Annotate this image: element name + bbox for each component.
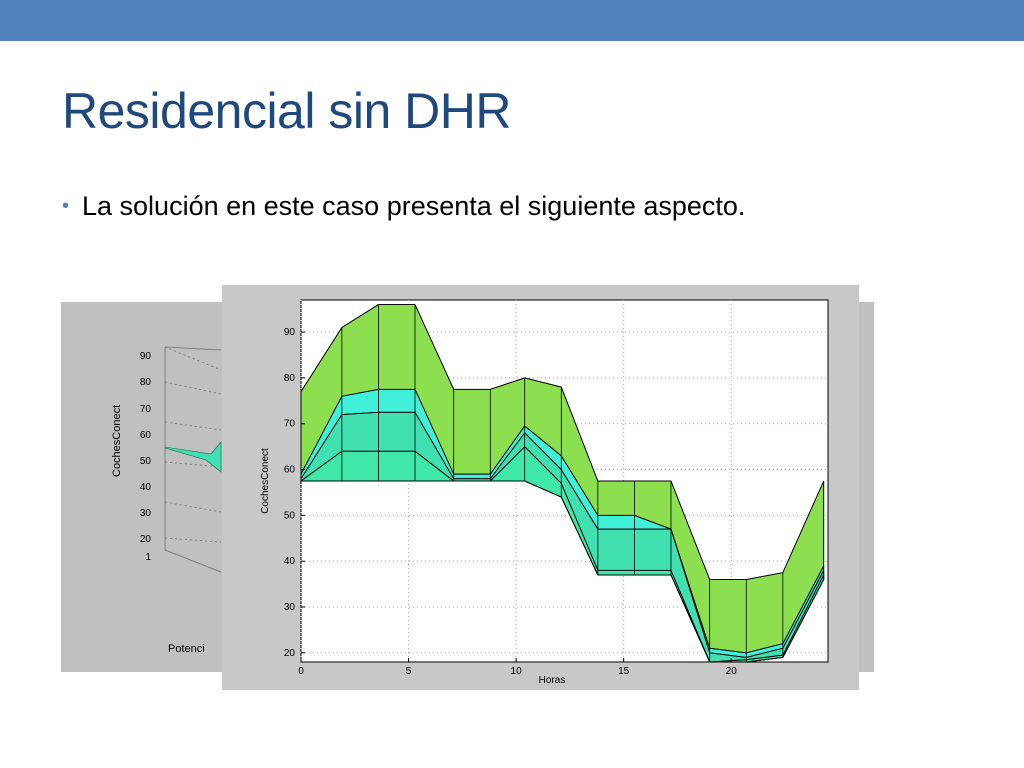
x-tick-label: 5 bbox=[406, 666, 412, 677]
series-line bbox=[300, 304, 825, 580]
back-yticks: 90 80 70 60 50 40 30 20 1 bbox=[140, 351, 152, 563]
y-tick-label: 30 bbox=[284, 602, 296, 613]
back-ytick-label: 80 bbox=[140, 377, 152, 388]
back-figure-svg: CochesConect 90 80 70 60 50 40 30 20 1 Potenci bbox=[111, 346, 222, 655]
y-tick-label: 50 bbox=[284, 510, 296, 521]
back-ytick-label: 20 bbox=[140, 534, 152, 545]
x-tick-label: 0 bbox=[298, 666, 304, 677]
y-tick-label: 70 bbox=[284, 419, 296, 430]
back-ytick-label: 60 bbox=[140, 430, 152, 441]
x-axis-label: Horas bbox=[539, 675, 566, 686]
y-tick-label: 40 bbox=[284, 556, 296, 567]
bullet-item: • La solución en este caso presenta el si… bbox=[62, 191, 745, 222]
series-areas bbox=[299, 304, 825, 663]
back-ytick-label: 50 bbox=[140, 456, 152, 467]
area-chart: 0 5 10 15 20 20 30 40 50 60 70 80 90 Horas CochesCo… bbox=[260, 299, 829, 686]
y-ticks: 20 30 40 50 60 70 80 90 bbox=[284, 327, 305, 659]
back-ylabel: CochesConect bbox=[111, 405, 123, 477]
y-axis-label: CochesConect bbox=[260, 448, 271, 514]
series-line bbox=[300, 411, 825, 658]
series-line bbox=[300, 388, 825, 654]
back-xlabel: Potenci bbox=[168, 643, 205, 655]
back-ytick-label: 90 bbox=[140, 351, 152, 362]
x-tick-label: 15 bbox=[618, 666, 630, 677]
y-tick-label: 80 bbox=[284, 373, 296, 384]
x-ticks: 0 5 10 15 20 bbox=[298, 658, 737, 677]
slide-title: Residencial sin DHR bbox=[62, 83, 512, 139]
back-ytick-label: 30 bbox=[140, 508, 152, 519]
bullet-text: La solución en este caso presenta el sig… bbox=[82, 191, 746, 221]
y-tick-label: 60 bbox=[284, 465, 296, 476]
back-surface bbox=[164, 441, 222, 473]
front-figure: 0 5 10 15 20 20 30 40 50 60 70 80 90 Horas CochesCo… bbox=[222, 285, 859, 690]
x-tick-label: 10 bbox=[511, 666, 523, 677]
bullet-dot-icon: • bbox=[62, 195, 70, 217]
top-accent-bar bbox=[0, 0, 1024, 41]
series-line bbox=[300, 445, 825, 663]
back-3d-frame bbox=[164, 346, 222, 573]
x-tick-label: 20 bbox=[726, 666, 738, 677]
y-tick-label: 20 bbox=[284, 648, 296, 659]
back-ytick-label: 40 bbox=[140, 482, 152, 493]
back-ytick-label: 1 bbox=[145, 552, 151, 563]
y-tick-label: 90 bbox=[284, 327, 296, 338]
series-line bbox=[301, 480, 825, 663]
back-ytick-label: 70 bbox=[140, 404, 152, 415]
